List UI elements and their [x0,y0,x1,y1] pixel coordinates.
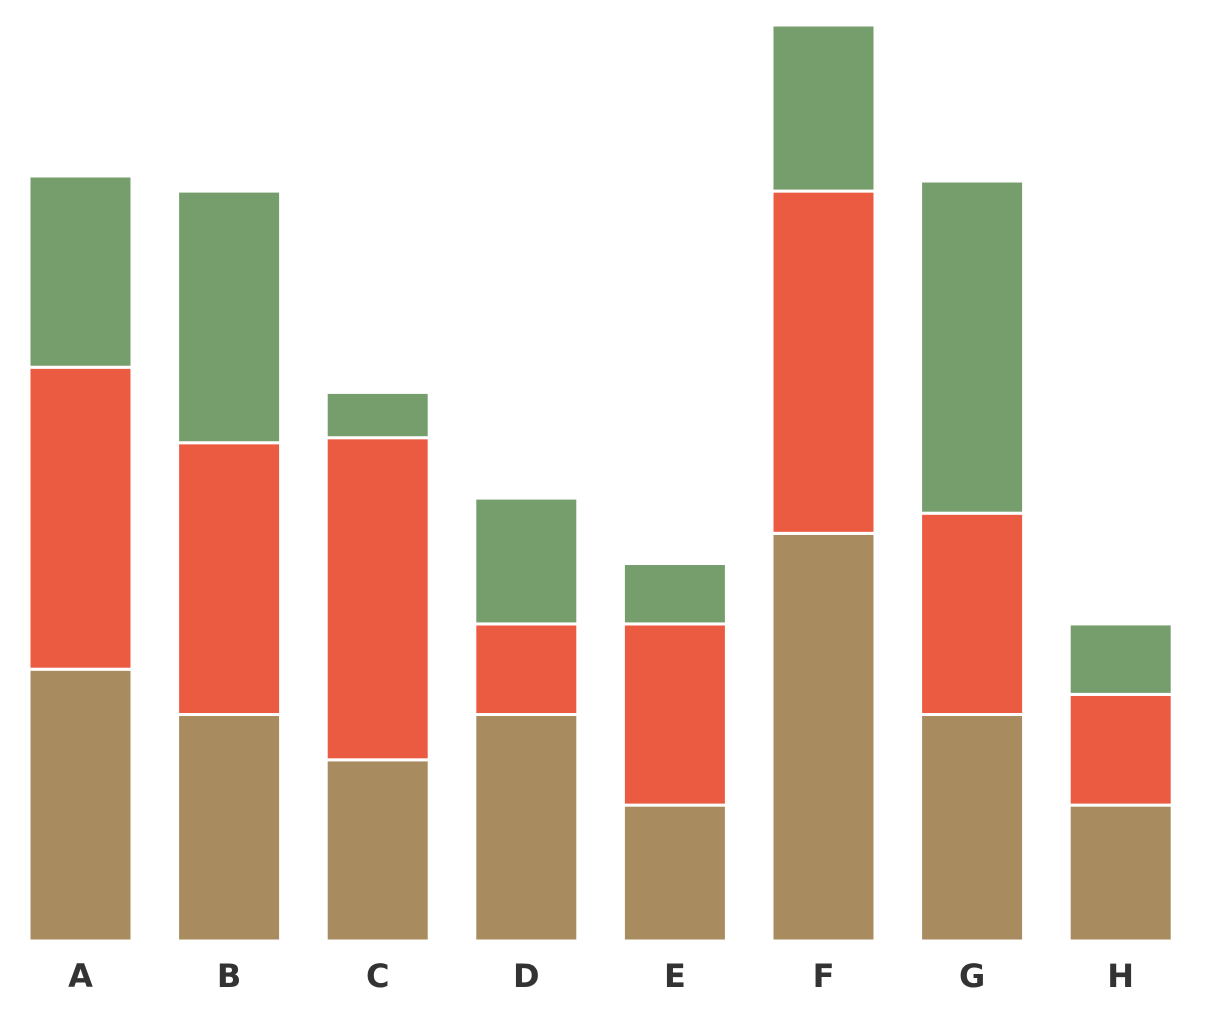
bar-segment [324,390,431,440]
bar-segment [473,496,580,626]
bar-segment [473,622,580,717]
bar-segment [324,758,431,943]
bar-segment [770,189,877,535]
bar-segment [176,189,283,445]
bar-segment [176,441,283,717]
x-tick-label: E [664,957,686,995]
x-tick-label: A [68,957,93,995]
bar-segment [770,23,877,193]
bar-segment [27,667,134,943]
bar-segment [473,713,580,943]
bar-segment [919,713,1026,943]
bar-segment [1067,692,1174,807]
bar-segment [919,511,1026,717]
bar-segment [621,562,728,626]
bar-segment [919,179,1026,515]
bar-segment [1067,622,1174,696]
bar-segment [27,174,134,369]
bar-segment [176,713,283,943]
x-tick-label: C [366,957,389,995]
bar-segment [621,622,728,807]
x-tick-label: G [959,957,985,995]
x-tick-label: H [1107,957,1134,995]
bar-segment [621,803,728,943]
bar-segment [1067,803,1174,943]
bar-segment [27,365,134,671]
x-tick-label: B [217,957,241,995]
x-tick-label: D [513,957,540,995]
bar-segment [324,436,431,762]
x-tick-label: F [813,957,835,995]
bar-segment [770,531,877,943]
